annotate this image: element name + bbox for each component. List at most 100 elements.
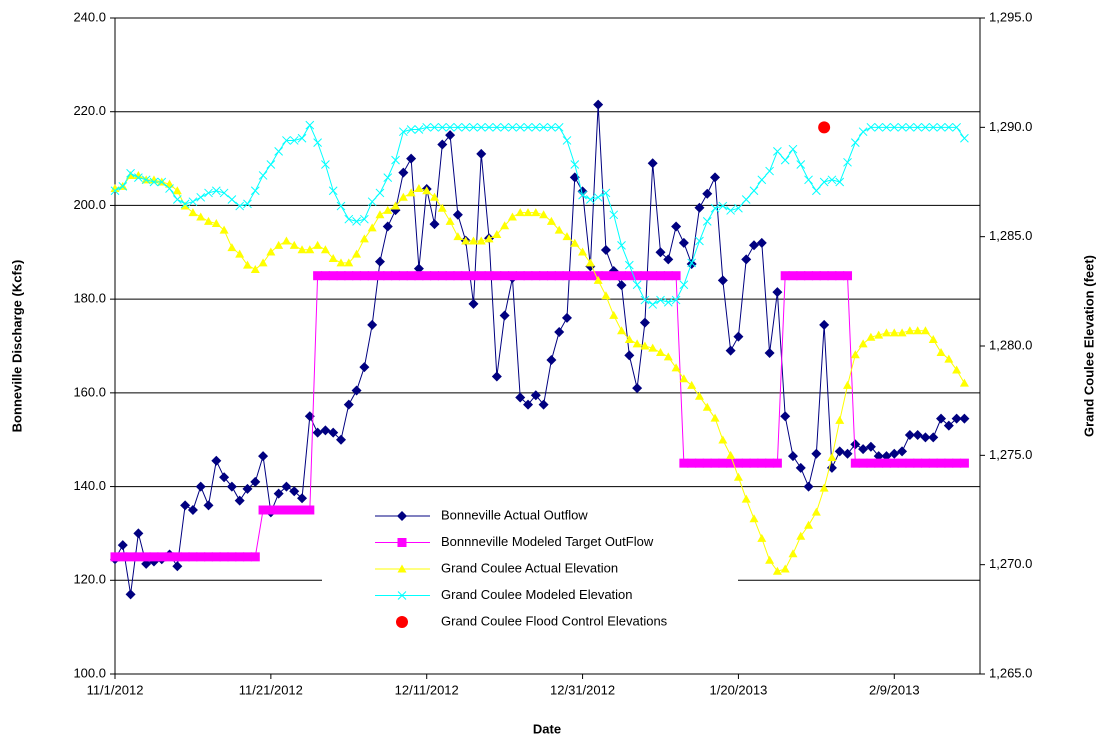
plot-border [114,17,981,675]
point [507,271,517,281]
point [593,99,604,110]
point [928,122,938,132]
y-axis-title: Bonneville Discharge (Kcfs) [9,260,24,433]
point [406,271,416,281]
point [515,208,525,217]
point [632,383,643,394]
point [133,170,143,179]
point [866,332,876,341]
point [352,249,362,258]
point [632,271,642,281]
y2-tick-label: 1,275.0 [989,447,1032,462]
legend-box [322,500,738,635]
point [406,153,417,164]
point [508,122,517,132]
point [702,458,712,468]
point [406,125,416,134]
point [313,138,322,147]
point [391,155,400,165]
point [344,271,354,281]
point [874,330,884,339]
point [757,175,767,185]
point [469,122,478,132]
point [741,458,751,468]
point [297,505,307,515]
point [352,271,362,281]
point [679,458,689,468]
point [234,495,245,506]
point [328,254,338,263]
point [858,339,868,348]
point [484,234,494,243]
point [367,271,377,281]
point [227,552,237,562]
point [235,249,245,258]
point [398,167,409,178]
point [500,221,510,230]
point [787,451,798,462]
point [912,430,923,441]
point [211,552,221,562]
point [835,415,845,424]
point [764,348,775,359]
point [226,481,237,492]
point [219,552,229,562]
point [804,175,813,185]
y-tick-label: 140.0 [73,478,106,493]
point [733,458,743,468]
point [920,326,930,335]
point [640,295,650,305]
point [360,214,369,224]
point [445,271,455,281]
point [843,271,853,281]
point [274,240,284,249]
point [710,413,720,422]
legend-marker [397,564,407,573]
point [546,216,556,225]
point [586,195,595,204]
point [928,334,938,343]
legend-marker [397,511,407,521]
point [577,186,588,197]
point [757,458,767,468]
point [936,348,946,357]
point [211,186,221,196]
point [772,566,782,575]
point [499,310,510,321]
point [671,363,681,372]
point [523,399,534,410]
point [523,208,533,217]
point [304,411,315,422]
point [196,552,206,562]
legend-label: Bonneville Actual Outflow [441,507,588,522]
point [297,493,308,504]
point [570,271,580,281]
point [274,147,284,156]
point [391,201,401,210]
point [904,430,915,441]
point [452,209,463,220]
point [796,531,806,540]
legend-label: Grand Coulee Actual Elevation [441,560,618,575]
point [313,271,323,281]
point [562,232,572,241]
point [601,291,611,300]
point [118,552,128,562]
point [678,237,689,248]
point [733,331,744,342]
point [889,122,899,132]
point [819,319,830,330]
point [242,483,253,494]
point [773,147,782,156]
point [570,160,580,169]
point [133,552,143,562]
point [858,444,869,455]
point [125,589,136,600]
point [367,223,377,232]
point [126,552,136,562]
point [468,298,479,309]
x-tick-label: 1/20/2013 [710,682,768,697]
point [235,552,245,562]
point [601,271,611,281]
